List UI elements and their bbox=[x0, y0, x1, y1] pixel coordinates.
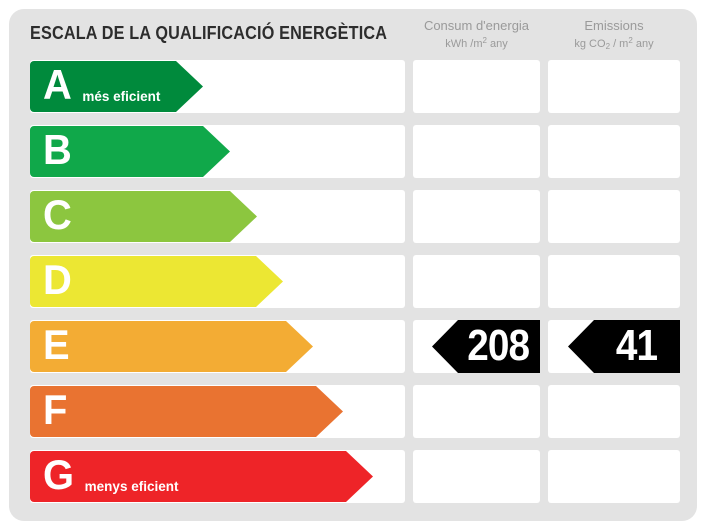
rating-letter-b: B bbox=[43, 126, 72, 173]
emissions-value-badge: 41 bbox=[568, 320, 680, 373]
page-title: ESCALA DE LA QUALIFICACIÓ ENERGÈTICA bbox=[30, 23, 388, 43]
scale-cell-f: F bbox=[30, 385, 405, 438]
rating-letter-d: D bbox=[43, 256, 72, 303]
consum-column-header: Consum d'energia kWh /m2 any bbox=[413, 18, 540, 51]
consum-cell-f bbox=[413, 385, 540, 438]
scale-row-b: B bbox=[9, 125, 697, 178]
emissions-value: 41 bbox=[615, 320, 657, 370]
scale-row-d: D bbox=[9, 255, 697, 308]
rating-letter-g: G bbox=[43, 451, 75, 498]
emissions-cell-e: 41 bbox=[548, 320, 680, 373]
scale-row-g: G menys eficient bbox=[9, 450, 697, 503]
emissions-cell-f bbox=[548, 385, 680, 438]
consum-cell-b bbox=[413, 125, 540, 178]
consum-value-badge: 208 bbox=[432, 320, 540, 373]
consum-column-units: kWh /m2 any bbox=[445, 35, 508, 50]
most-efficient-note: més eficient bbox=[82, 89, 161, 104]
scale-row-a: A més eficient bbox=[9, 60, 697, 113]
scale-cell-a: A més eficient bbox=[30, 60, 405, 113]
consum-column-label: Consum d'energia bbox=[423, 18, 530, 33]
emissions-cell-a bbox=[548, 60, 680, 113]
rating-letter-e: E bbox=[43, 321, 70, 368]
emissions-cell-c bbox=[548, 190, 680, 243]
emissions-cell-d bbox=[548, 255, 680, 308]
consum-cell-e: 208 bbox=[413, 320, 540, 373]
rating-arrow-e: E bbox=[30, 321, 313, 372]
rating-arrow-d: D bbox=[30, 256, 283, 307]
scale-cell-g: G menys eficient bbox=[30, 450, 405, 503]
rating-letter-a: A bbox=[43, 61, 72, 108]
consum-cell-d bbox=[413, 255, 540, 308]
emissions-column-header: Emissions kg CO2 / m2 any bbox=[548, 18, 680, 51]
consum-cell-a bbox=[413, 60, 540, 113]
scale-row-c: C bbox=[9, 190, 697, 243]
scale-row-f: F bbox=[9, 385, 697, 438]
rating-arrow-b: B bbox=[30, 126, 230, 177]
emissions-cell-b bbox=[548, 125, 680, 178]
scale-cell-b: B bbox=[30, 125, 405, 178]
rating-arrow-g: G menys eficient bbox=[30, 451, 373, 502]
consum-cell-g bbox=[413, 450, 540, 503]
rating-arrow-c: C bbox=[30, 191, 257, 242]
rating-arrow-a: A més eficient bbox=[30, 61, 203, 112]
scale-cell-d: D bbox=[30, 255, 405, 308]
emissions-column-units: kg CO2 / m2 any bbox=[574, 35, 654, 51]
scale-cell-c: C bbox=[30, 190, 405, 243]
emissions-column-label: Emissions bbox=[584, 18, 644, 33]
energy-label-card: ESCALA DE LA QUALIFICACIÓ ENERGÈTICA Con… bbox=[9, 9, 697, 521]
rating-letter-c: C bbox=[43, 191, 72, 238]
consum-cell-c bbox=[413, 190, 540, 243]
emissions-cell-g bbox=[548, 450, 680, 503]
consum-value: 208 bbox=[467, 320, 530, 370]
rating-letter-f: F bbox=[43, 386, 68, 433]
rating-arrow-f: F bbox=[30, 386, 343, 437]
scale-cell-e: E bbox=[30, 320, 405, 373]
scale-row-e: E 208 41 bbox=[9, 320, 697, 373]
least-efficient-note: menys eficient bbox=[84, 479, 179, 494]
